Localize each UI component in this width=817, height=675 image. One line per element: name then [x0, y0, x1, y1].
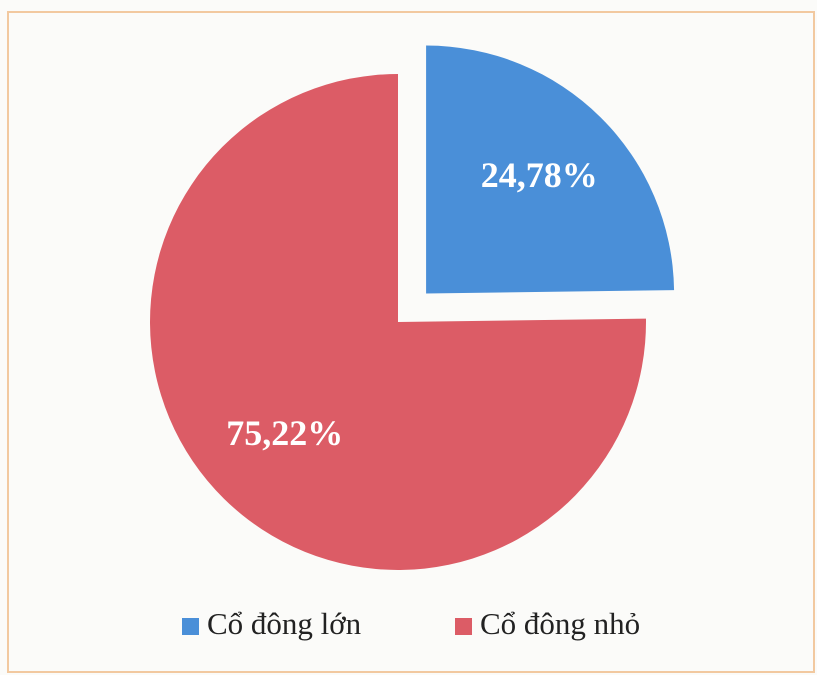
data-label: 75,22% — [226, 413, 343, 453]
data-label: 24,78% — [481, 155, 598, 195]
legend-swatch — [455, 618, 472, 635]
pie-slice — [150, 74, 646, 570]
legend-label: Cổ đông lớn — [207, 606, 362, 641]
frame — [7, 11, 815, 673]
legend-label: Cổ đông nhỏ — [480, 606, 640, 641]
pie-slice — [426, 45, 675, 294]
legend-swatch — [182, 618, 199, 635]
